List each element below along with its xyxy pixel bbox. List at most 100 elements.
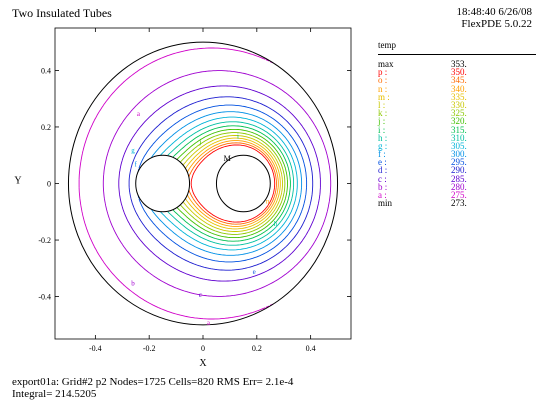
contour-line-c xyxy=(118,85,321,282)
contour-line-d xyxy=(128,96,314,271)
contour-label-g: g xyxy=(131,147,135,155)
legend-level-label: h : xyxy=(378,132,388,143)
legend-row: d : 290. xyxy=(378,165,536,176)
legend-level-value: 350. xyxy=(451,67,467,78)
footer-stats: export01a: Grid#2 p2 Nodes=1725 Cells=82… xyxy=(12,376,294,388)
legend-level-value: 325. xyxy=(451,108,467,119)
x-tick-label: -0.4 xyxy=(89,344,102,353)
contour-line-m xyxy=(185,137,281,230)
legend-row: e : 295. xyxy=(378,157,536,168)
contour-line-n xyxy=(186,140,279,227)
legend-level-value: 330. xyxy=(451,99,467,110)
contour-label-a: a xyxy=(137,110,141,118)
contour-label-b: b xyxy=(131,279,135,287)
legend: temp max 353. p : 350. o : 345. n : 340. m : 335.… xyxy=(378,40,536,209)
legend-row: k : 325. xyxy=(378,108,536,119)
contour-label-a: a xyxy=(207,319,211,327)
legend-level-value: 310. xyxy=(451,132,467,143)
legend-level-value: 353. xyxy=(451,59,467,69)
y-tick-label: -0.2 xyxy=(38,236,51,245)
contour-line-p xyxy=(190,144,276,223)
legend-level-value: 295. xyxy=(451,157,467,168)
legend-row: a : 275. xyxy=(378,190,536,200)
legend-level-value: 335. xyxy=(451,91,467,102)
x-tick-label: 0 xyxy=(201,344,205,353)
legend-level-label: b : xyxy=(378,181,388,192)
legend-row: l : 330. xyxy=(378,99,536,110)
contour-label-j: j xyxy=(198,138,201,146)
contour-line-f xyxy=(151,111,303,256)
legend-row: c : 285. xyxy=(378,173,536,184)
legend-level-label: m : xyxy=(378,91,390,102)
legend-level-label: d : xyxy=(378,165,388,176)
y-axis-label: Y xyxy=(14,176,21,187)
contour-line-k xyxy=(179,132,286,235)
legend-level-label: f : xyxy=(378,149,386,160)
contour-line-h xyxy=(167,121,295,246)
y-tick-label: 0 xyxy=(47,180,51,189)
legend-level-label: l : xyxy=(378,99,386,110)
contour-line-b xyxy=(102,70,332,297)
footer: export01a: Grid#2 p2 Nodes=1725 Cells=82… xyxy=(12,376,293,400)
contour-label-f: f xyxy=(135,161,138,169)
legend-row: o : 345. xyxy=(378,75,536,86)
contour-line-e xyxy=(137,104,308,263)
contour-line-i xyxy=(172,125,291,242)
legend-level-value: 290. xyxy=(451,165,467,176)
legend-row: m : 335. xyxy=(378,91,536,102)
legend-level-value: 340. xyxy=(451,83,467,94)
x-tick-label: 0.4 xyxy=(306,344,316,353)
legend-level-value: 305. xyxy=(451,140,467,151)
contour-label-e: e xyxy=(253,268,256,276)
timestamp: 18:48:40 6/26/08 xyxy=(456,6,532,18)
max-marker: M xyxy=(224,154,231,163)
legend-row: j : 320. xyxy=(378,116,536,127)
legend-row: g : 305. xyxy=(378,140,536,151)
legend-level-value: 285. xyxy=(451,173,467,184)
legend-level-value: 315. xyxy=(451,124,467,135)
legend-level-value: 300. xyxy=(451,149,467,160)
legend-level-value: 345. xyxy=(451,75,467,86)
legend-level-label: n : xyxy=(378,83,388,94)
legend-level-label: min xyxy=(378,198,393,209)
y-tick-label: 0.4 xyxy=(41,66,51,75)
legend-row: p : 350. xyxy=(378,67,536,78)
tube-boundary-2 xyxy=(215,154,271,213)
chart-title: Two Insulated Tubes xyxy=(12,6,112,20)
x-tick-label: -0.2 xyxy=(143,344,156,353)
legend-row: b : 280. xyxy=(378,181,536,192)
legend-level-value: 273. xyxy=(451,198,467,209)
legend-level-label: max xyxy=(378,59,394,69)
y-tick-label: -0.4 xyxy=(38,293,51,302)
legend-row: max 353. xyxy=(378,59,536,69)
legend-title: temp xyxy=(378,40,396,50)
legend-level-label: k : xyxy=(378,108,388,119)
legend-level-label: j : xyxy=(378,116,386,127)
legend-row: h : 310. xyxy=(378,132,536,143)
contour-label-c: c xyxy=(199,291,202,299)
legend-level-label: e : xyxy=(378,157,387,168)
legend-level-value: 280. xyxy=(451,181,467,192)
timestamp-block: 18:48:40 6/26/08 FlexPDE 5.0.22 xyxy=(457,6,532,30)
legend-level-label: i : xyxy=(378,124,386,135)
legend-level-label: a : xyxy=(378,190,387,200)
contour-label-h: h xyxy=(274,220,278,228)
footer-integral: Integral= 214.5205 xyxy=(12,388,97,400)
legend-level-label: c : xyxy=(378,173,387,184)
contour-label-n: n xyxy=(266,197,270,205)
outer-boundary xyxy=(67,41,339,326)
x-tick-label: 0.2 xyxy=(252,344,262,353)
y-tick-label: 0.2 xyxy=(41,123,51,132)
legend-row: n : 340. xyxy=(378,83,536,94)
legend-row: f : 300. xyxy=(378,149,536,160)
legend-level-label: g : xyxy=(378,140,388,151)
tube-boundary-1 xyxy=(135,154,191,213)
x-axis-label: X xyxy=(199,358,207,369)
contour-line-g xyxy=(160,116,298,251)
legend-level-label: p : xyxy=(378,67,388,78)
contour-line-a xyxy=(78,47,276,320)
contour-line-l xyxy=(182,135,283,232)
contour-line-j xyxy=(176,128,288,239)
contour-label-i: i xyxy=(237,132,239,140)
